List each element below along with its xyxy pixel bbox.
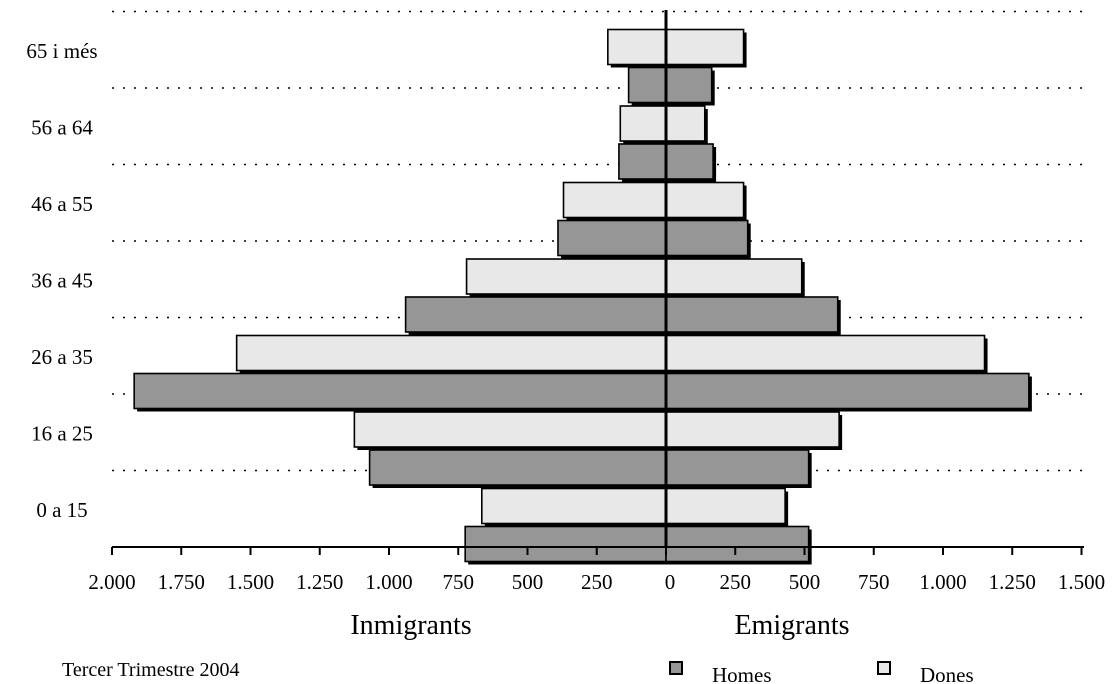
x-tick-label: 1.250	[989, 570, 1036, 594]
bar-inmigrants-dones	[235, 334, 667, 372]
bar-emigrants-dones	[665, 181, 745, 219]
bar-emigrants-dones	[665, 334, 986, 372]
x-tick-label: 1.000	[365, 570, 412, 594]
bar-emigrants-dones	[665, 105, 706, 142]
x-tick-label: 250	[720, 570, 752, 594]
category-label: 16 a 25	[31, 421, 93, 445]
bar-emigrants-dones	[665, 258, 803, 295]
x-tick-label: 0	[665, 570, 676, 594]
legend-swatch-homes	[669, 661, 683, 675]
bar-emigrants-homes	[665, 525, 810, 563]
category-label: 0 a 15	[36, 498, 87, 522]
x-tick-label: 1.500	[1058, 570, 1105, 594]
bar-emigrants-homes	[665, 143, 714, 180]
category-label: 65 i més	[26, 39, 97, 63]
x-axis: 2.000 1.750 1.500 1.250 1.000 750 500 250 0 250 50…	[88, 10, 1105, 594]
bar-inmigrants-dones	[465, 258, 667, 295]
x-tick-label: 1.250	[296, 570, 343, 594]
legend-swatch-dones	[877, 661, 891, 675]
bar-emigrants-homes	[665, 372, 1030, 410]
bar-inmigrants-homes	[557, 219, 667, 257]
bar-inmigrants-dones	[480, 487, 667, 525]
bar-inmigrants-dones	[353, 411, 667, 448]
x-tick-label: 1.000	[919, 570, 966, 594]
bar-inmigrants-homes	[464, 525, 667, 563]
x-tick-label: 1.750	[158, 570, 205, 594]
bar-inmigrants-homes	[368, 449, 667, 486]
bar-emigrants-homes	[665, 296, 839, 333]
bars	[133, 28, 1032, 565]
x-tick-label: 250	[581, 570, 613, 594]
right-side-title: Emigrants	[734, 610, 849, 641]
x-tick-label: 750	[858, 570, 890, 594]
category-label: 26 a 35	[31, 345, 93, 369]
legend-label-dones: Dones	[920, 663, 974, 684]
bar-emigrants-homes	[665, 66, 713, 104]
category-label: 46 a 55	[31, 192, 93, 216]
bar-emigrants-dones	[665, 411, 840, 448]
bar-inmigrants-homes	[404, 296, 667, 333]
bar-inmigrants-dones	[607, 28, 667, 66]
bar-emigrants-dones	[665, 487, 786, 525]
bar-inmigrants-dones	[619, 105, 667, 142]
left-side-title: Inmigrants	[350, 610, 471, 641]
category-label: 36 a 45	[31, 268, 93, 292]
x-tick-label: 500	[789, 570, 821, 594]
category-label: 56 a 64	[31, 115, 93, 139]
x-tick-label: 1.500	[227, 570, 274, 594]
bar-emigrants-dones	[665, 28, 745, 66]
x-tick-label: 500	[512, 570, 544, 594]
bar-emigrants-homes	[665, 449, 810, 486]
category-labels: 0 a 15 16 a 25 26 a 35 36 a 45 46 a 55 56 a 6…	[26, 39, 97, 522]
bar-inmigrants-homes	[618, 143, 667, 180]
x-tick-label: 750	[443, 570, 475, 594]
bar-inmigrants-homes	[133, 372, 667, 410]
legend: Homes Dones	[669, 661, 974, 684]
x-tick-label: 2.000	[88, 570, 135, 594]
legend-label-homes: Homes	[712, 663, 772, 684]
bar-inmigrants-homes	[627, 66, 667, 104]
bar-emigrants-homes	[665, 219, 749, 257]
bar-inmigrants-dones	[562, 181, 667, 219]
footer-note: Tercer Trimestre 2004	[62, 659, 239, 681]
